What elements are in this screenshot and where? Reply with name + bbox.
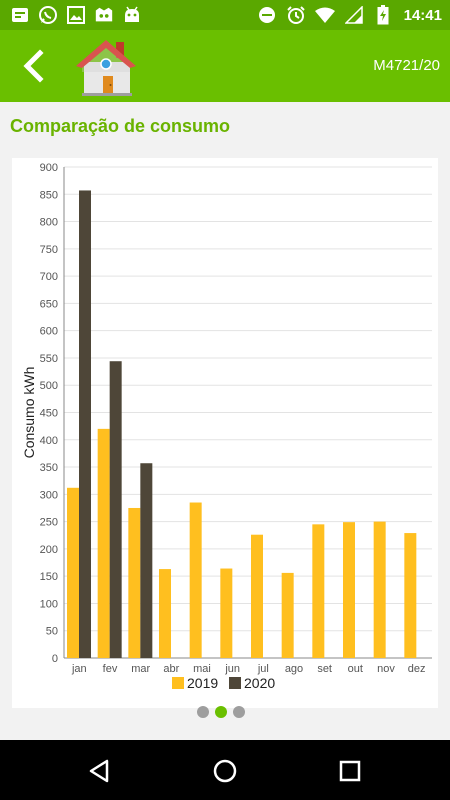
bar-2020-jan (79, 190, 91, 658)
x-tick-label: abr (163, 663, 179, 675)
legend-swatch-2019 (172, 677, 184, 689)
y-tick-label: 600 (40, 326, 58, 338)
back-triangle-icon (89, 759, 109, 783)
do-not-disturb-icon (257, 5, 277, 25)
y-tick-label: 400 (40, 435, 58, 447)
bar-2019-nov (373, 521, 386, 658)
app-bar: M4721/20 (0, 30, 450, 102)
game-icon (94, 5, 114, 25)
system-icons: 14:41 (257, 5, 442, 25)
y-tick-label: 800 (40, 217, 58, 229)
bar-2019-mar (128, 507, 141, 658)
page-dot[interactable] (233, 706, 245, 718)
y-tick-label: 50 (46, 626, 58, 638)
y-tick-label: 550 (40, 353, 58, 365)
y-tick-label: 750 (40, 244, 58, 256)
legend-swatch-2020 (229, 677, 241, 689)
signal-icon (344, 5, 364, 25)
y-tick-label: 700 (40, 271, 58, 283)
nav-recents-button[interactable] (335, 756, 365, 786)
x-tick-label: set (317, 663, 332, 675)
x-tick-label: jul (257, 663, 269, 675)
back-button[interactable] (14, 46, 54, 86)
y-axis-title: Consumo kWh (21, 367, 37, 459)
page-title: Comparação de consumo (10, 116, 231, 136)
bar-2019-mai (189, 502, 202, 658)
legend-label-2019: 2019 (187, 675, 218, 691)
x-tick-label: mar (131, 663, 150, 675)
y-tick-label: 150 (40, 571, 58, 583)
recents-square-icon (339, 760, 361, 782)
back-chevron-icon (23, 49, 44, 83)
x-tick-label: jun (224, 663, 240, 675)
x-tick-label: nov (377, 663, 395, 675)
whatsapp-icon (38, 5, 58, 25)
keep-notes-icon (10, 5, 30, 25)
android-icon (122, 5, 142, 25)
y-tick-label: 0 (52, 653, 58, 665)
bar-2019-jun (220, 568, 233, 658)
x-tick-label: jan (71, 663, 87, 675)
y-tick-label: 500 (40, 380, 58, 392)
page-dot[interactable] (215, 706, 227, 718)
navigation-bar (0, 740, 450, 800)
alarm-icon (286, 5, 306, 25)
x-tick-label: fev (103, 663, 118, 675)
y-tick-label: 450 (40, 408, 58, 420)
battery-charging-icon (373, 5, 393, 25)
record-id: M4721/20 (373, 57, 440, 74)
nav-home-button[interactable] (210, 756, 240, 786)
clock-time: 14:41 (403, 6, 442, 24)
bar-2019-jan (67, 487, 79, 658)
page-dot[interactable] (197, 706, 209, 718)
page-indicator (197, 706, 245, 718)
house-icon (72, 36, 140, 98)
y-tick-label: 650 (40, 298, 58, 310)
bar-2019-set (312, 524, 325, 658)
bar-2020-fev (109, 361, 122, 658)
y-tick-label: 100 (40, 598, 58, 610)
bar-2019-jul (251, 534, 263, 658)
status-bar: 14:41 (0, 0, 450, 30)
home-circle-icon (213, 759, 237, 783)
y-tick-label: 250 (40, 517, 58, 529)
consumption-chart: 0 50 100 150 200 250 300 350 400 450 500 550 600 650 7… (21, 162, 432, 691)
bar-2019-dez (404, 533, 417, 658)
bar-2019-abr (159, 569, 171, 658)
nav-back-button[interactable] (85, 756, 115, 786)
bar-2019-fev (97, 428, 110, 658)
consumption-chart-card: 0 50 100 150 200 250 300 350 400 450 500 550 600 650 7… (12, 158, 438, 708)
gallery-icon (66, 5, 86, 25)
x-tick-label: ago (285, 663, 303, 675)
y-tick-label: 300 (40, 489, 58, 501)
bar-2020-mar (140, 463, 153, 658)
y-tick-label: 200 (40, 544, 58, 556)
y-tick-label: 900 (40, 162, 58, 174)
bar-2019-out (343, 522, 355, 658)
y-tick-label: 850 (40, 189, 58, 201)
x-tick-label: dez (408, 663, 426, 675)
wifi-icon (314, 5, 335, 25)
x-tick-label: out (348, 663, 363, 675)
legend-label-2020: 2020 (244, 675, 275, 691)
x-tick-label: mai (193, 663, 211, 675)
bar-2019-ago (281, 572, 294, 658)
notification-icons (10, 5, 142, 25)
y-tick-label: 350 (40, 462, 58, 474)
